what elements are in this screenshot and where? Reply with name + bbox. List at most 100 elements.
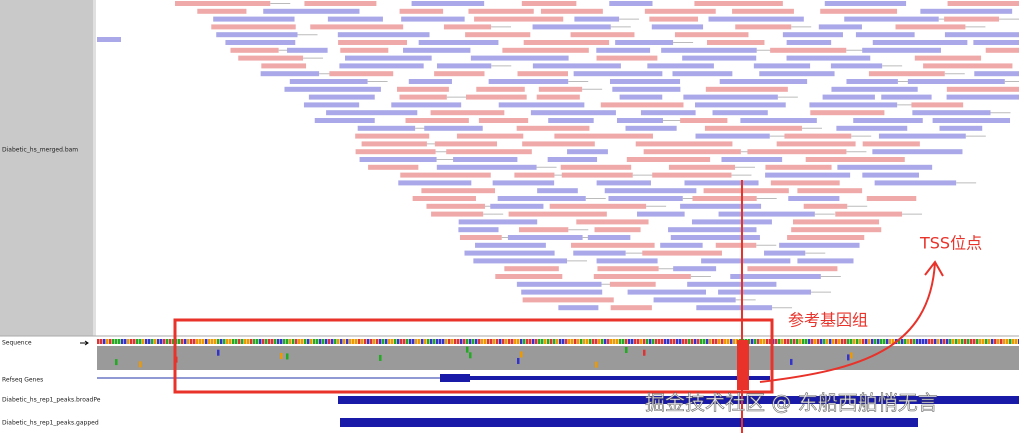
- read: [705, 86, 788, 92]
- read: [464, 250, 555, 256]
- base: [763, 339, 766, 344]
- read: [684, 180, 759, 186]
- read: [672, 71, 733, 77]
- read: [862, 172, 919, 178]
- read: [797, 258, 854, 264]
- read: [573, 250, 626, 256]
- base: [220, 339, 223, 344]
- base: [817, 339, 820, 344]
- mismatch: [520, 351, 523, 358]
- base: [982, 339, 985, 344]
- base: [352, 339, 355, 344]
- base: [148, 339, 151, 344]
- base: [256, 339, 259, 344]
- base: [265, 339, 268, 344]
- base: [811, 339, 814, 344]
- base: [430, 339, 433, 344]
- read: [492, 180, 555, 186]
- base: [862, 339, 865, 344]
- base: [106, 339, 109, 344]
- read: [476, 86, 525, 92]
- base: [184, 339, 187, 344]
- read: [944, 32, 1019, 38]
- read: [786, 55, 871, 61]
- read: [719, 79, 808, 84]
- read: [661, 47, 757, 53]
- read: [536, 94, 580, 100]
- base: [481, 339, 484, 344]
- base: [151, 339, 154, 344]
- strand-arrow[interactable]: [80, 340, 89, 346]
- read: [732, 8, 794, 14]
- base: [976, 339, 979, 344]
- read: [547, 157, 598, 162]
- base: [916, 339, 919, 344]
- base: [466, 339, 469, 344]
- read: [398, 180, 472, 186]
- base: [250, 339, 253, 344]
- base: [508, 339, 511, 344]
- base: [595, 339, 598, 344]
- read: [287, 47, 328, 53]
- read: [944, 16, 1000, 22]
- read: [596, 180, 651, 186]
- read: [400, 172, 491, 178]
- base: [880, 339, 883, 344]
- base: [748, 339, 751, 344]
- read: [779, 242, 860, 248]
- read: [764, 250, 806, 256]
- base: [610, 339, 613, 344]
- base: [484, 339, 487, 344]
- base: [451, 339, 454, 344]
- base: [262, 339, 265, 344]
- base: [145, 339, 148, 344]
- base: [259, 339, 262, 344]
- read: [649, 16, 699, 22]
- read: [567, 149, 608, 155]
- read: [571, 242, 655, 248]
- read: [475, 242, 546, 248]
- base: [688, 339, 691, 344]
- read: [573, 71, 663, 77]
- base: [130, 339, 133, 344]
- base: [604, 339, 607, 344]
- base: [904, 339, 907, 344]
- base: [133, 339, 136, 344]
- base: [172, 339, 175, 344]
- base: [919, 339, 922, 344]
- mismatch: [517, 357, 520, 364]
- base: [193, 339, 196, 344]
- read: [345, 55, 432, 61]
- read: [872, 149, 963, 155]
- read: [895, 24, 966, 30]
- read: [703, 188, 789, 194]
- read: [596, 258, 658, 264]
- read: [532, 24, 611, 30]
- base: [514, 339, 517, 344]
- read: [436, 63, 492, 69]
- highlight-box: [173, 318, 774, 394]
- read: [456, 133, 524, 139]
- read: [627, 289, 707, 295]
- read: [260, 71, 320, 77]
- read: [660, 242, 703, 248]
- read: [230, 47, 279, 53]
- read: [878, 133, 966, 139]
- read: [338, 40, 408, 45]
- read: [474, 16, 564, 22]
- base: [691, 339, 694, 344]
- base: [940, 339, 943, 344]
- base: [658, 339, 661, 344]
- read: [303, 102, 360, 108]
- base: [985, 339, 988, 344]
- read: [803, 203, 848, 209]
- base: [238, 339, 241, 344]
- read: [855, 32, 915, 38]
- base: [154, 339, 157, 344]
- base: [661, 339, 664, 344]
- base: [493, 339, 496, 344]
- read: [712, 110, 768, 116]
- read: [238, 55, 304, 61]
- base: [931, 339, 934, 344]
